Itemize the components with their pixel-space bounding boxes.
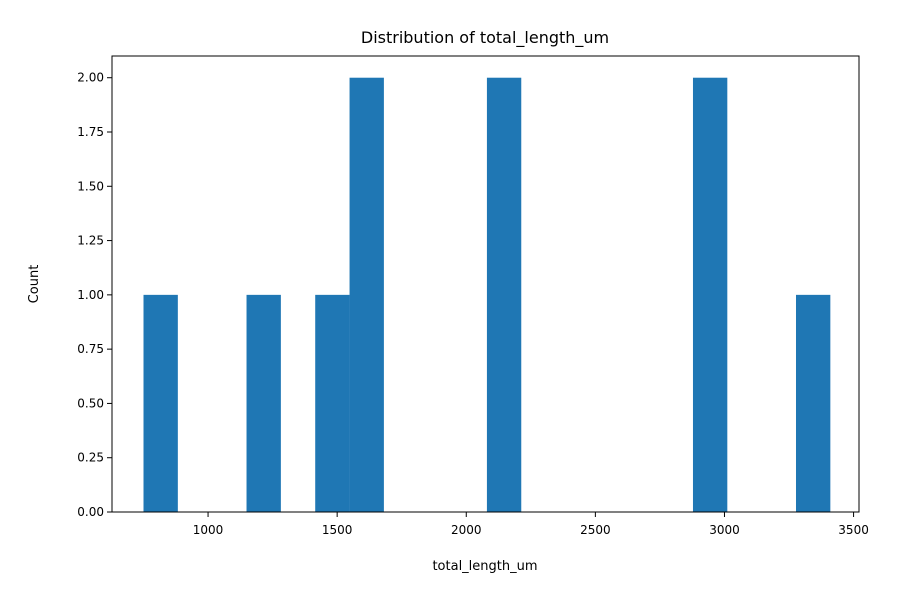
histogram-bar: [692, 77, 728, 512]
y-tick-label: 1.75: [77, 125, 104, 139]
histogram-bar: [349, 77, 384, 512]
y-tick-label: 1.25: [77, 234, 104, 248]
x-tick-label: 2500: [580, 523, 611, 537]
x-tick-label: 1500: [322, 523, 353, 537]
y-tick-label: 0.25: [77, 451, 104, 465]
histogram-bar: [315, 294, 350, 512]
histogram-bar: [143, 294, 178, 512]
y-tick-label: 1.00: [77, 288, 104, 302]
x-tick-label: 3500: [838, 523, 869, 537]
y-tick-label: 0.00: [77, 505, 104, 519]
histogram-bar: [246, 294, 281, 512]
x-tick-label: 2000: [451, 523, 482, 537]
y-tick-label: 1.50: [77, 179, 104, 193]
histogram-bar: [486, 77, 522, 512]
y-tick-label: 2.00: [77, 71, 104, 85]
x-axis-ticks: 1000 1500 2000 2500 3000 3500: [193, 512, 869, 537]
x-tick-label: 3000: [709, 523, 740, 537]
x-tick-label: 1000: [193, 523, 224, 537]
x-axis-label: total_length_um: [432, 559, 537, 574]
bars-group: [143, 77, 831, 512]
y-axis-label: Count: [27, 265, 42, 304]
plot-frame: [111, 55, 860, 513]
y-tick-label: 0.75: [77, 342, 104, 356]
y-tick-label: 0.50: [77, 396, 104, 410]
y-axis-ticks: 0.00 0.25 0.50 0.75 1.00 1.25 1.50 1.75 2.00: [77, 71, 112, 519]
histogram-bar: [795, 294, 831, 512]
chart-title: Distribution of total_length_um: [361, 28, 609, 48]
